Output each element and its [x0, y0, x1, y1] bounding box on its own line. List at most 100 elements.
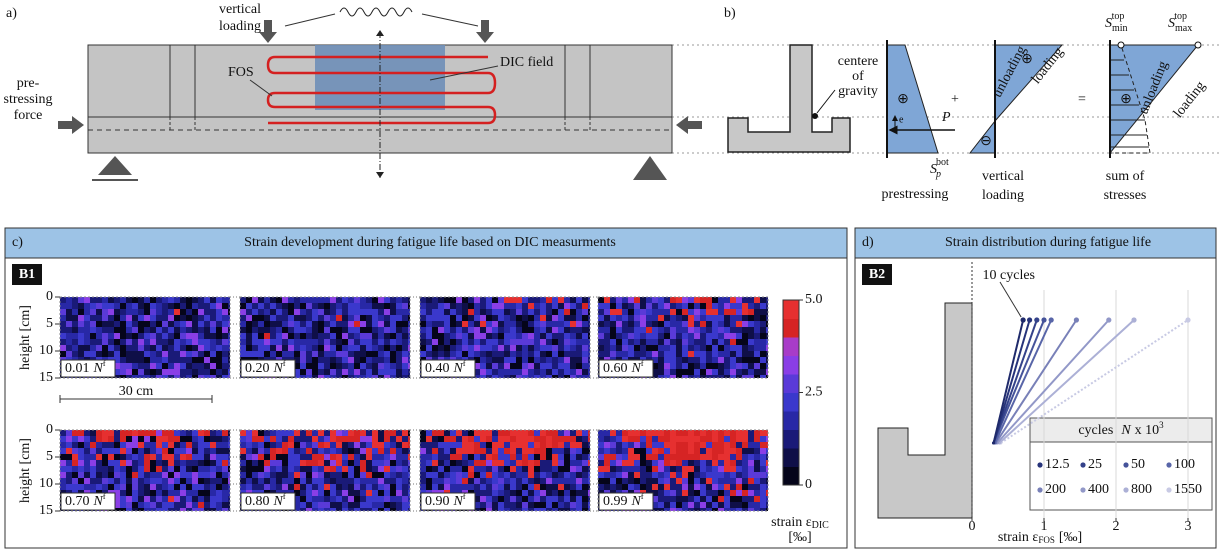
- heatmap-cell: [348, 448, 354, 454]
- heatmap-cell: [348, 478, 354, 484]
- caption: loading: [982, 188, 1024, 203]
- heatmap-cell: [582, 478, 588, 484]
- leader: [817, 90, 835, 113]
- heatmap-cell: [658, 315, 664, 321]
- heatmap-cell: [120, 357, 126, 363]
- heatmap-cell: [144, 321, 150, 327]
- heatmap-cell: [216, 436, 222, 442]
- heatmap-cell: [180, 472, 186, 478]
- heatmap-cell: [670, 502, 676, 508]
- heatmap-cell: [670, 369, 676, 375]
- heatmap-cell: [652, 333, 658, 339]
- heatmap-cell: [372, 339, 378, 345]
- heatmap-cell: [456, 484, 462, 490]
- heatmap-cell: [120, 321, 126, 327]
- heatmap-cell: [736, 460, 742, 466]
- heatmap-cell: [480, 327, 486, 333]
- heatmap-cell: [610, 442, 616, 448]
- heatmap-cell: [558, 333, 564, 339]
- heatmap-cell: [396, 351, 402, 357]
- heatmap-cell: [510, 466, 516, 472]
- heatmap-cell: [192, 484, 198, 490]
- heatmap-cell: [324, 303, 330, 309]
- heatmap-cell: [718, 502, 724, 508]
- superscript: f: [463, 492, 466, 501]
- heatmap-cell: [402, 502, 408, 508]
- heatmap-cell: [174, 333, 180, 339]
- heatmap-cell: [558, 484, 564, 490]
- heatmap-cell: [240, 333, 246, 339]
- heatmap-cell: [396, 502, 402, 508]
- heatmap-cell: [730, 357, 736, 363]
- heatmap-cell: [150, 460, 156, 466]
- heatmap-cell: [504, 472, 510, 478]
- heatmap-cell: [384, 496, 390, 502]
- heatmap-cell: [144, 454, 150, 460]
- heatmap-cell: [456, 460, 462, 466]
- heatmap-cell: [426, 472, 432, 478]
- heatmap-cell: [378, 363, 384, 369]
- heatmap-cell: [432, 351, 438, 357]
- heatmap-cell: [628, 333, 634, 339]
- panel-label: d): [862, 235, 874, 250]
- heatmap-cell: [754, 369, 760, 375]
- heatmap-cell: [504, 309, 510, 315]
- heatmap-cell: [640, 351, 646, 357]
- heatmap-cell: [540, 345, 546, 351]
- heatmap-cell: [724, 333, 730, 339]
- heatmap-cell: [96, 303, 102, 309]
- heatmap-cell: [712, 345, 718, 351]
- heatmap-cell: [582, 490, 588, 496]
- heatmap-cell: [360, 345, 366, 351]
- heatmap-cell: [378, 496, 384, 502]
- heatmap-cell: [282, 327, 288, 333]
- heatmap-cell: [354, 327, 360, 333]
- heatmap-cell: [700, 303, 706, 309]
- heatmap-cell: [724, 315, 730, 321]
- heatmap-cell: [210, 303, 216, 309]
- heatmap-cell: [402, 315, 408, 321]
- heatmap-cell: [420, 297, 426, 303]
- heatmap-cell: [60, 436, 66, 442]
- heatmap-cell: [760, 466, 766, 472]
- heatmap-cell: [582, 369, 588, 375]
- heatmap-cell: [390, 339, 396, 345]
- heatmap-cell: [210, 496, 216, 502]
- heatmap-cell: [754, 484, 760, 490]
- heatmap-cell: [114, 297, 120, 303]
- heatmap-cell: [372, 448, 378, 454]
- heatmap-cell: [252, 351, 258, 357]
- heatmap-cell: [390, 357, 396, 363]
- heatmap-cell: [78, 436, 84, 442]
- heatmap-cell: [450, 345, 456, 351]
- heatmap-cell: [324, 321, 330, 327]
- heatmap-cell: [616, 333, 622, 339]
- heatmap-cell: [510, 339, 516, 345]
- heatmap-cell: [736, 315, 742, 321]
- heatmap-cell: [498, 496, 504, 502]
- heatmap-cell: [348, 333, 354, 339]
- heatmap-cell: [510, 496, 516, 502]
- heatmap-cell: [366, 297, 372, 303]
- heatmap-cell: [516, 345, 522, 351]
- heatmap-cell: [634, 454, 640, 460]
- heatmap-cell: [300, 502, 306, 508]
- heatmap-cell: [534, 478, 540, 484]
- heatmap-cell: [312, 502, 318, 508]
- heatmap-cell: [378, 339, 384, 345]
- heatmap-cell: [598, 436, 604, 442]
- heatmap-cell: [150, 436, 156, 442]
- heatmap-cell: [372, 303, 378, 309]
- heatmap-cell: [180, 502, 186, 508]
- heatmap-cell: [492, 327, 498, 333]
- heatmap-cell: [528, 448, 534, 454]
- heatmap-cell: [706, 496, 712, 502]
- heatmap-cell: [396, 496, 402, 502]
- heatmap-cell: [360, 454, 366, 460]
- legend-label: 400: [1088, 482, 1109, 497]
- heatmap-cell: [354, 351, 360, 357]
- heatmap-cell: [198, 436, 204, 442]
- heatmap-cell: [270, 460, 276, 466]
- heatmap-cell: [330, 460, 336, 466]
- heatmap-cell: [742, 309, 748, 315]
